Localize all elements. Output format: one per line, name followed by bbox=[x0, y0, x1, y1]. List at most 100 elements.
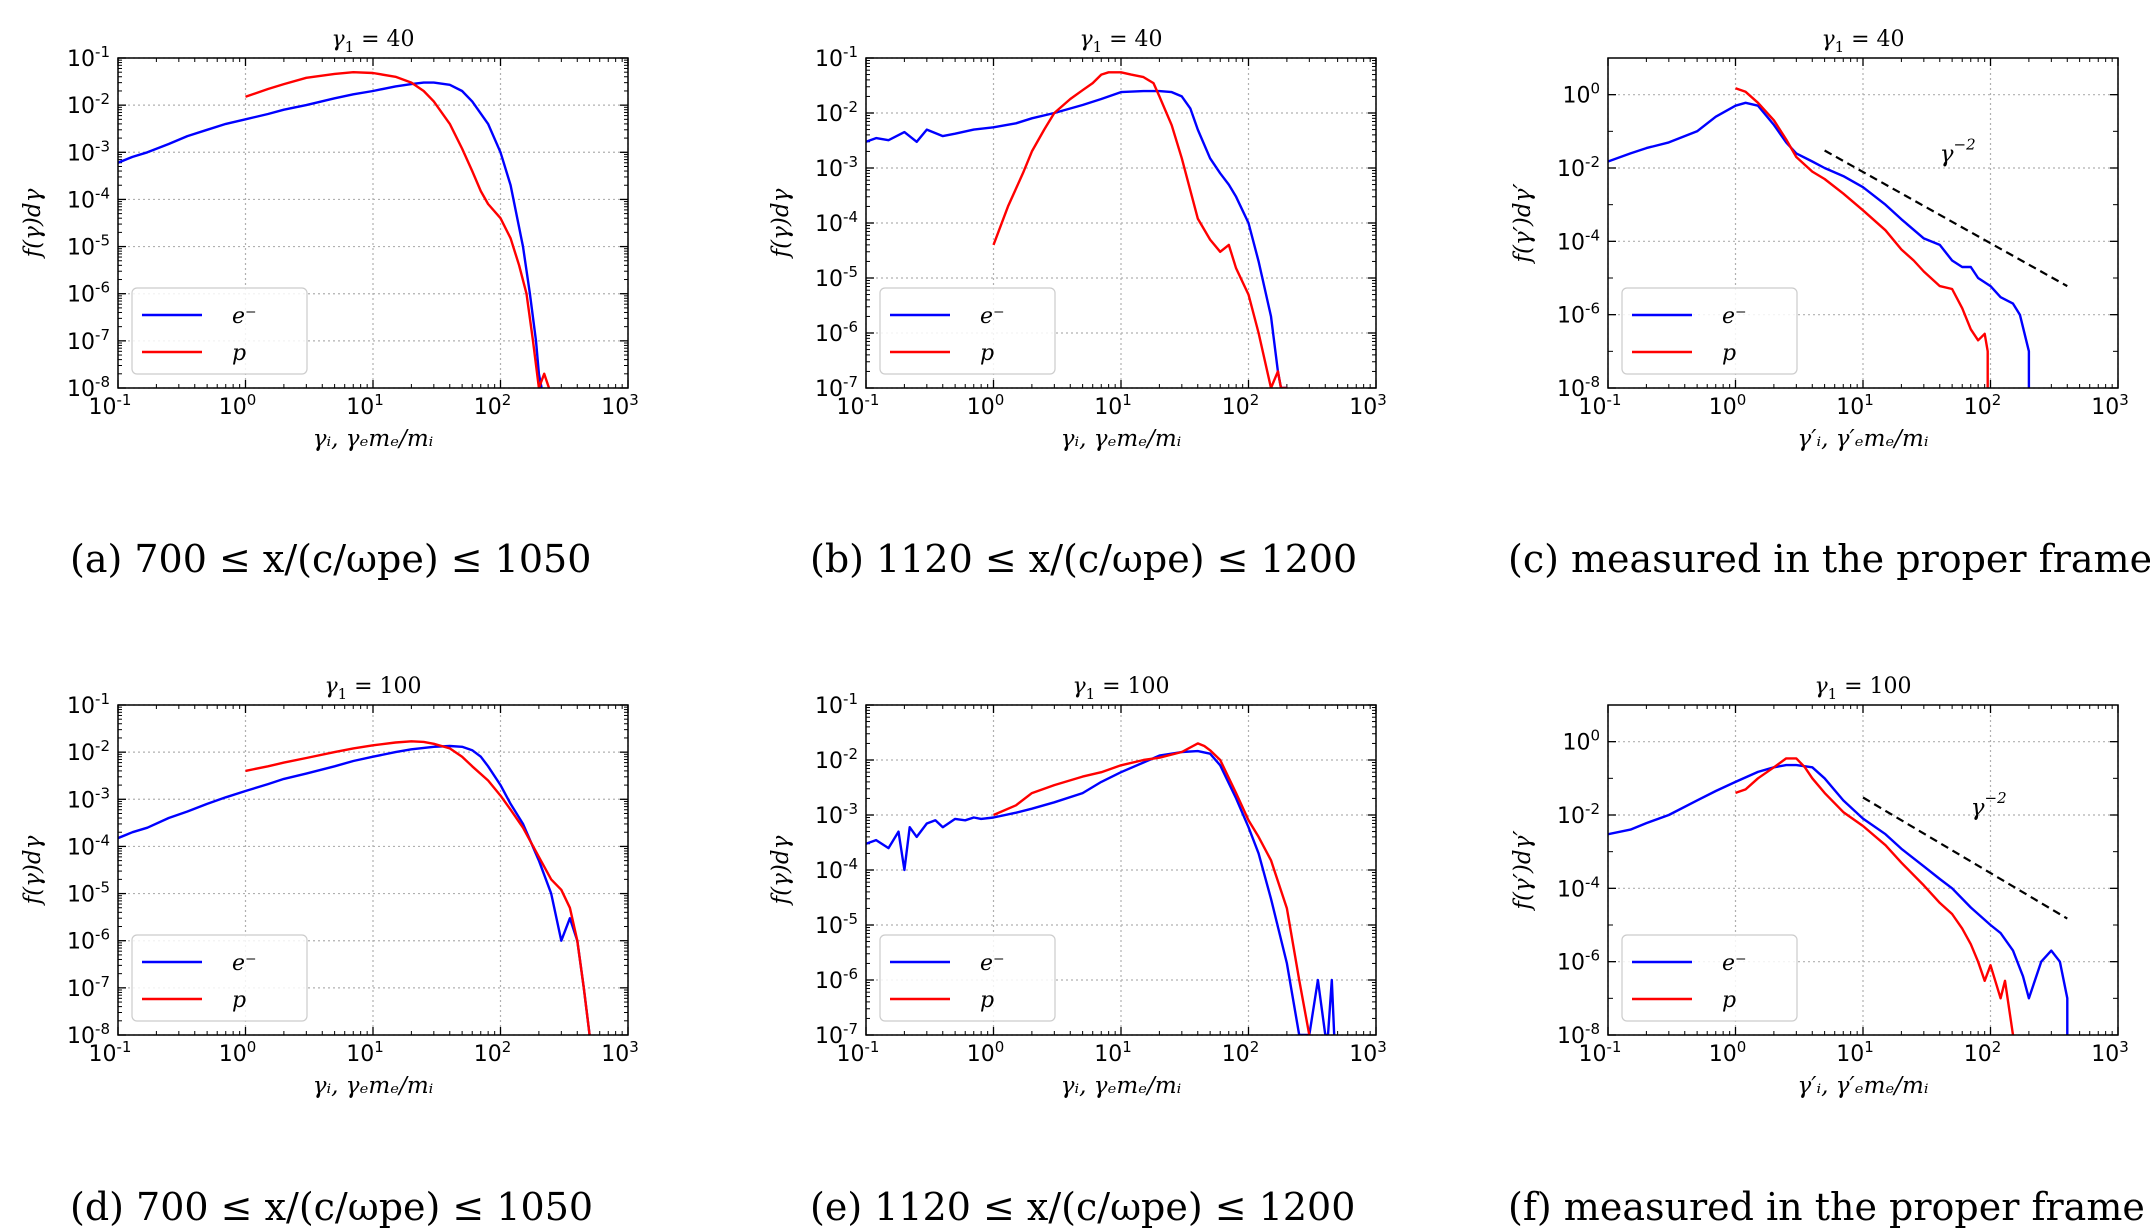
y-axis-label: f(γ)dγ bbox=[768, 835, 794, 906]
y-tick-label: 10-2 bbox=[815, 745, 858, 774]
x-tick-label: 100 bbox=[219, 391, 257, 420]
legend-box bbox=[879, 934, 1056, 1022]
y-axis-label: f(γ′)dγ′ bbox=[1510, 183, 1536, 265]
x-tick-label: 101 bbox=[346, 1038, 384, 1067]
chart-d: 10-1 100 101 102 103 10-8 10-7 10-6 10-5 10-4 10-3… bbox=[20, 674, 639, 1099]
legend-label: e⁻ bbox=[1722, 304, 1747, 329]
chart-c: 10-1 100 101 102 103 10-8 10-6 10-4 10-2 100 γ−2 e⁻… bbox=[1510, 27, 2129, 452]
x-axis-label: γ′ᵢ, γ′ₑmₑ/mᵢ bbox=[1798, 1073, 1929, 1099]
y-tick-label: 10-7 bbox=[815, 1020, 858, 1049]
subfigure-caption-c: (c) measured in the proper frame bbox=[1508, 537, 2150, 581]
y-tick-label: 10-3 bbox=[815, 800, 858, 829]
y-tick-label: 10-4 bbox=[815, 208, 858, 237]
y-tick-label: 10-4 bbox=[815, 855, 858, 884]
x-tick-label: 10-1 bbox=[1579, 1038, 1622, 1067]
legend-box bbox=[131, 934, 308, 1022]
x-tick-label: 100 bbox=[1709, 1038, 1747, 1067]
x-tick-label: 102 bbox=[1964, 1038, 2002, 1067]
y-tick-label: 10-5 bbox=[815, 910, 858, 939]
legend-label: p bbox=[232, 341, 246, 366]
y-tick-label: 10-3 bbox=[815, 153, 858, 182]
series-line-p bbox=[245, 70, 551, 388]
series-line-e bbox=[118, 81, 543, 388]
y-tick-label: 10-3 bbox=[67, 137, 110, 166]
legend-label: p bbox=[980, 341, 994, 366]
legend-label: e⁻ bbox=[1722, 951, 1747, 976]
y-tick-label: 10-5 bbox=[67, 232, 110, 261]
chart-title: γ1 = 40 bbox=[331, 27, 414, 56]
plot-frame bbox=[1607, 57, 2119, 389]
y-tick-label: 10-6 bbox=[1557, 947, 1600, 976]
y-tick-label: 10-6 bbox=[815, 318, 858, 347]
subfigure-caption-d: (d) 700 ≤ x/(c/ωpe) ≤ 1050 bbox=[70, 1185, 593, 1229]
chart-title: γ1 = 100 bbox=[324, 674, 421, 703]
x-tick-label: 101 bbox=[1094, 1038, 1132, 1067]
x-axis-label: γ′ᵢ, γ′ₑmₑ/mᵢ bbox=[1798, 426, 1929, 452]
series-line-e bbox=[118, 744, 591, 1035]
subfigure-caption-e: (e) 1120 ≤ x/(c/ωpe) ≤ 1200 bbox=[810, 1185, 1355, 1229]
y-tick-label: 10-1 bbox=[67, 690, 110, 719]
series-line-e bbox=[1608, 763, 2069, 1035]
plot-frame bbox=[1607, 704, 2119, 1036]
legend-label: p bbox=[980, 988, 994, 1013]
y-tick-label: 10-7 bbox=[67, 973, 110, 1002]
legend-box bbox=[879, 287, 1056, 375]
series-line-p bbox=[992, 71, 1287, 388]
x-tick-label: 103 bbox=[601, 1038, 639, 1067]
series-line-p bbox=[245, 740, 591, 1035]
chart-title: γ1 = 100 bbox=[1814, 674, 1911, 703]
x-tick-label: 100 bbox=[219, 1038, 257, 1067]
y-tick-label: 10-1 bbox=[67, 43, 110, 72]
x-axis-label: γᵢ, γₑmₑ/mᵢ bbox=[1061, 426, 1182, 452]
power-law-guide-line bbox=[1862, 796, 2068, 920]
legend-box bbox=[1621, 287, 1798, 375]
chart-title: γ1 = 40 bbox=[1079, 27, 1162, 56]
y-tick-label: 10-2 bbox=[1557, 800, 1600, 829]
y-tick-label: 10-6 bbox=[67, 926, 110, 955]
y-tick-label: 10-3 bbox=[67, 784, 110, 813]
x-tick-label: 102 bbox=[1222, 391, 1260, 420]
y-tick-label: 10-4 bbox=[1557, 226, 1600, 255]
series-line-p bbox=[1735, 757, 2015, 1035]
x-tick-label: 10-1 bbox=[837, 391, 880, 420]
chart-e: 10-1 100 101 102 103 10-7 10-6 10-5 10-4 10-3 10-2… bbox=[768, 674, 1387, 1099]
x-tick-label: 102 bbox=[1222, 1038, 1260, 1067]
power-law-guide-line bbox=[1824, 149, 2068, 288]
x-tick-label: 103 bbox=[1349, 1038, 1387, 1067]
y-tick-label: 10-2 bbox=[1557, 153, 1600, 182]
y-tick-label: 10-8 bbox=[1557, 1020, 1600, 1049]
plot-frame bbox=[117, 57, 629, 389]
series-line-p bbox=[993, 742, 1311, 1035]
y-tick-label: 10-4 bbox=[67, 184, 110, 213]
plot-frame bbox=[865, 57, 1377, 389]
x-tick-label: 102 bbox=[474, 391, 512, 420]
legend-label: e⁻ bbox=[232, 304, 257, 329]
x-tick-label: 100 bbox=[967, 391, 1005, 420]
subfigure-caption-a: (a) 700 ≤ x/(c/ωpe) ≤ 1050 bbox=[70, 537, 591, 581]
series-line-e bbox=[866, 749, 1336, 1035]
chart-title: γ1 = 40 bbox=[1821, 27, 1904, 56]
power-law-label: γ−2 bbox=[1940, 136, 1976, 168]
y-tick-label: 10-7 bbox=[67, 326, 110, 355]
y-tick-label: 10-2 bbox=[67, 90, 110, 119]
x-tick-label: 101 bbox=[1836, 391, 1874, 420]
y-tick-label: 10-2 bbox=[815, 98, 858, 127]
legend-box bbox=[131, 287, 308, 375]
chart-b: 10-1 100 101 102 103 10-7 10-6 10-5 10-4 10-3 10-2… bbox=[768, 27, 1387, 452]
legend-box bbox=[1621, 934, 1798, 1022]
chart-a: 10-1 100 101 102 103 10-8 10-7 10-6 10-5 10-4 10-3… bbox=[20, 27, 639, 452]
y-tick-label: 10-5 bbox=[815, 263, 858, 292]
x-tick-label: 101 bbox=[346, 391, 384, 420]
x-tick-label: 103 bbox=[601, 391, 639, 420]
y-tick-label: 10-1 bbox=[815, 690, 858, 719]
y-tick-label: 10-6 bbox=[67, 279, 110, 308]
x-tick-label: 101 bbox=[1094, 391, 1132, 420]
x-tick-label: 10-1 bbox=[1579, 391, 1622, 420]
subfigure-caption-f: (f) measured in the proper frame bbox=[1508, 1185, 2145, 1229]
x-tick-label: 103 bbox=[2091, 1038, 2129, 1067]
chart-title: γ1 = 100 bbox=[1072, 674, 1169, 703]
x-axis-label: γᵢ, γₑmₑ/mᵢ bbox=[313, 426, 434, 452]
x-tick-label: 102 bbox=[474, 1038, 512, 1067]
chart-f: 10-1 100 101 102 103 10-8 10-6 10-4 10-2 100 γ−2 e⁻… bbox=[1510, 674, 2129, 1099]
